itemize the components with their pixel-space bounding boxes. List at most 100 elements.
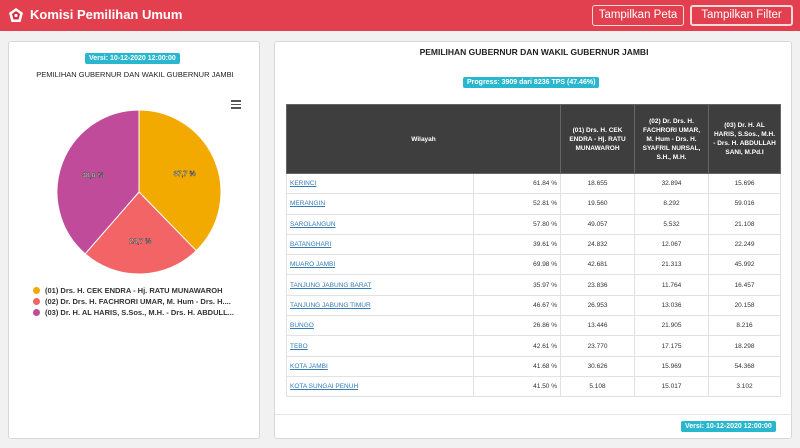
chart-panel: Versi: 10-12-2020 12:00:00 PEMILIHAN GUB…	[8, 41, 260, 439]
pie-chart: 37,7 % 23,7 % 38,6 %	[56, 109, 222, 275]
progress-percent: 39.61 %	[473, 234, 562, 256]
votes-candidate-03: 21.108	[708, 214, 782, 235]
region-link[interactable]: BUNGO	[286, 315, 474, 337]
table-row: TANJUNG JABUNG TIMUR 46.67 % 26.953 13.036 2…	[286, 295, 782, 317]
results-panel: PEMILIHAN GUBERNUR DAN WAKIL GUBERNUR JA…	[274, 41, 792, 439]
table-row: SAROLANGUN 57.80 % 49.057 5.532 21.108	[286, 214, 782, 235]
progress-badge: Progress: 3909 dari 8236 TPS (47.46%)	[463, 77, 600, 88]
table-row: KOTA SUNGAI PENUH 41.50 % 5.108 15.017 3.102	[286, 376, 782, 398]
legend-label-03: (03) Dr. H. AL HARIS, S.Sos., M.H. - Drs…	[45, 308, 234, 317]
legend-item-01[interactable]: (01) Drs. H. CEK ENDRA - Hj. RATU MUNAWA…	[33, 285, 234, 296]
votes-candidate-02: 32.894	[634, 173, 710, 195]
region-link[interactable]: TANJUNG JABUNG BARAT	[286, 274, 474, 296]
region-link[interactable]: SAROLANGUN	[286, 214, 474, 235]
legend-label-01: (01) Drs. H. CEK ENDRA - Hj. RATU MUNAWA…	[45, 286, 223, 295]
progress-percent: 26.86 %	[473, 315, 562, 337]
hamburger-menu-icon[interactable]	[231, 100, 241, 109]
header-wilayah: Wilayah	[285, 104, 562, 174]
region-link[interactable]: TEBO	[286, 335, 474, 357]
table-row: TANJUNG JABUNG BARAT 35.97 % 23.836 11.764 1…	[286, 274, 782, 296]
votes-candidate-02: 11.764	[634, 274, 710, 296]
votes-candidate-01: 26.953	[560, 295, 636, 317]
pie-slice-label-2: 23,7 %	[129, 239, 152, 246]
votes-candidate-03: 16.457	[708, 274, 782, 296]
pie-slice-2[interactable]	[84, 191, 197, 275]
legend-swatch-03	[33, 309, 40, 316]
region-link[interactable]: KOTA SUNGAI PENUH	[286, 376, 474, 398]
progress-percent: 69.98 %	[473, 254, 562, 276]
votes-candidate-01: 5.108	[560, 376, 636, 398]
region-link[interactable]: MUARO JAMBI	[286, 254, 474, 276]
votes-candidate-02: 5.532	[634, 214, 710, 235]
progress-percent: 57.80 %	[473, 214, 562, 235]
table-row: KOTA JAMBI 41.68 % 30.626 15.969 54.368	[286, 356, 782, 377]
header-candidate-02: (02) Dr. Drs. H. FACHRORI UMAR, M. Hum -…	[634, 104, 710, 174]
progress-percent: 35.97 %	[473, 274, 562, 296]
version-badge-footer: Versi: 10-12-2020 12:00:00	[681, 421, 776, 432]
votes-candidate-02: 21.905	[634, 315, 710, 337]
legend-swatch-01	[33, 287, 40, 294]
region-link[interactable]: KERINCI	[286, 173, 474, 195]
votes-candidate-02: 15.969	[634, 356, 710, 377]
header-candidate-01: (01) Drs. H. CEK ENDRA - Hj. RATU MUNAWA…	[560, 104, 636, 174]
table-row: MERANGIN 52.81 % 19.560 8.292 59.016	[286, 193, 782, 215]
votes-candidate-03: 45.992	[708, 254, 782, 276]
votes-candidate-01: 49.057	[560, 214, 636, 235]
votes-candidate-03: 20.158	[708, 295, 782, 317]
votes-candidate-01: 30.626	[560, 356, 636, 377]
kpu-logo-icon	[9, 8, 23, 22]
top-navbar: Komisi Pemilihan Umum Tampilkan Peta Tam…	[0, 0, 800, 31]
votes-candidate-02: 21.313	[634, 254, 710, 276]
footer-divider	[275, 414, 791, 415]
results-title: PEMILIHAN GUBERNUR DAN WAKIL GUBERNUR JA…	[419, 47, 649, 57]
region-link[interactable]: BATANGHARI	[286, 234, 474, 256]
votes-candidate-02: 12.067	[634, 234, 710, 256]
table-row: BATANGHARI 39.61 % 24.832 12.067 22.249	[286, 234, 782, 256]
votes-candidate-03: 59.016	[708, 193, 782, 215]
votes-candidate-03: 54.368	[708, 356, 782, 377]
pie-slice-3[interactable]	[56, 109, 140, 255]
chart-title: PEMILIHAN GUBERNUR DAN WAKIL GUBERNUR JA…	[36, 70, 234, 79]
table-row: KERINCI 61.84 % 18.655 32.894 15.696	[286, 173, 782, 195]
pie-slice-1[interactable]	[138, 109, 222, 252]
votes-candidate-02: 8.292	[634, 193, 710, 215]
progress-percent: 42.61 %	[473, 335, 562, 357]
region-link[interactable]: KOTA JAMBI	[286, 356, 474, 377]
votes-candidate-01: 23.836	[560, 274, 636, 296]
table-header-row: Wilayah (01) Drs. H. CEK ENDRA - Hj. RAT…	[285, 104, 782, 174]
votes-candidate-03: 3.102	[708, 376, 782, 398]
votes-candidate-01: 42.681	[560, 254, 636, 276]
pie-slice-label-1: 37,7 %	[174, 171, 197, 178]
votes-candidate-01: 18.655	[560, 173, 636, 195]
app-title: Komisi Pemilihan Umum	[30, 7, 183, 22]
legend-swatch-02	[33, 298, 40, 305]
votes-candidate-02: 13.036	[634, 295, 710, 317]
legend-item-03[interactable]: (03) Dr. H. AL HARIS, S.Sos., M.H. - Drs…	[33, 307, 234, 318]
version-badge: Versi: 10-12-2020 12:00:00	[85, 53, 180, 64]
results-table: Wilayah (01) Drs. H. CEK ENDRA - Hj. RAT…	[285, 104, 782, 398]
show-map-button[interactable]: Tampilkan Peta	[592, 5, 684, 26]
show-filter-button[interactable]: Tampilkan Filter	[690, 5, 793, 26]
votes-candidate-02: 17.175	[634, 335, 710, 357]
header-candidate-03: (03) Dr. H. AL HARIS, S.Sos., M.H. - Drs…	[708, 104, 782, 174]
progress-percent: 61.84 %	[473, 173, 562, 195]
votes-candidate-01: 19.560	[560, 193, 636, 215]
table-row: BUNGO 26.86 % 13.446 21.905 8.216	[286, 315, 782, 337]
votes-candidate-01: 24.832	[560, 234, 636, 256]
table-row: TEBO 42.61 % 23.770 17.175 18.298	[286, 335, 782, 357]
progress-percent: 46.67 %	[473, 295, 562, 317]
table-row: MUARO JAMBI 69.98 % 42.681 21.313 45.992	[286, 254, 782, 276]
votes-candidate-03: 22.249	[708, 234, 782, 256]
votes-candidate-03: 18.298	[708, 335, 782, 357]
region-link[interactable]: TANJUNG JABUNG TIMUR	[286, 295, 474, 317]
progress-percent: 52.81 %	[473, 193, 562, 215]
region-link[interactable]: MERANGIN	[286, 193, 474, 215]
votes-candidate-03: 8.216	[708, 315, 782, 337]
votes-candidate-02: 15.017	[634, 376, 710, 398]
progress-percent: 41.50 %	[473, 376, 562, 398]
legend-label-02: (02) Dr. Drs. H. FACHRORI UMAR, M. Hum -…	[45, 297, 231, 306]
legend-item-02[interactable]: (02) Dr. Drs. H. FACHRORI UMAR, M. Hum -…	[33, 296, 234, 307]
pie-slice-label-3: 38,6 %	[82, 172, 105, 179]
votes-candidate-01: 13.446	[560, 315, 636, 337]
votes-candidate-01: 23.770	[560, 335, 636, 357]
